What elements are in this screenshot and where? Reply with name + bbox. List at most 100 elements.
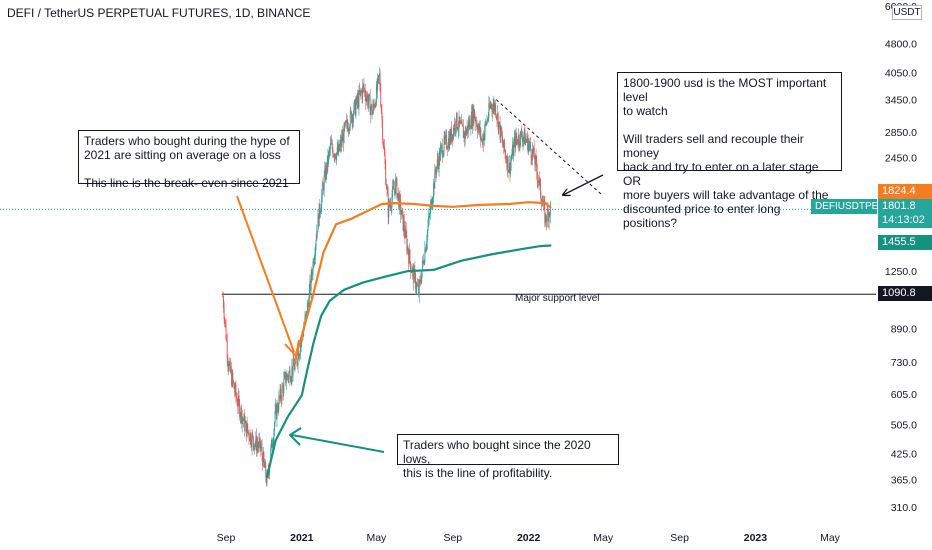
candle-body <box>255 435 257 451</box>
candle-body <box>310 281 311 291</box>
candle-body <box>387 188 389 195</box>
candle-body <box>440 145 442 149</box>
candle-body <box>247 423 249 431</box>
candle-body <box>369 94 370 96</box>
candle-body <box>316 231 318 233</box>
candle-body <box>245 421 247 424</box>
candle-body <box>455 128 457 130</box>
candle-body <box>370 104 372 108</box>
candle-body <box>237 405 239 407</box>
level-arrow <box>563 174 604 195</box>
candle-body <box>324 168 326 180</box>
candle-body <box>226 339 228 341</box>
candle-body <box>229 360 231 372</box>
candle-body <box>485 122 487 124</box>
candle-body <box>466 125 468 131</box>
candle-body <box>265 477 267 484</box>
candle-body <box>337 147 339 155</box>
candle-body <box>326 164 328 172</box>
candle-body <box>248 432 250 439</box>
level-annotation[interactable]: 1800-1900 usd is the MOST important leve… <box>617 72 842 230</box>
candle-body <box>344 121 346 126</box>
candle-body <box>306 311 308 316</box>
candle-body <box>434 169 436 174</box>
candle-body <box>516 138 518 140</box>
candle-body <box>314 255 316 260</box>
candle-body <box>510 159 512 163</box>
candle-body <box>534 158 536 166</box>
candle-body <box>514 137 516 149</box>
candle-body <box>321 183 323 195</box>
candle-body <box>403 221 405 231</box>
candle-body <box>451 134 453 141</box>
candle-body <box>442 155 444 157</box>
y-tick-label: 310.0 <box>891 502 917 514</box>
y-tick-label: 425.0 <box>891 449 917 461</box>
candle-body <box>404 232 406 238</box>
candle-body <box>453 127 455 132</box>
candle-body <box>274 423 275 431</box>
candle-body <box>475 119 477 124</box>
candle-body <box>478 124 480 128</box>
candle-body <box>276 404 278 419</box>
candle-body <box>480 138 482 140</box>
candle-body <box>370 107 372 116</box>
candle-body <box>497 113 499 130</box>
candle-body <box>420 282 422 284</box>
candle-body <box>426 241 428 247</box>
candle-body <box>397 193 399 194</box>
candle-body <box>427 225 429 232</box>
candle-body <box>231 373 233 386</box>
candle-body <box>355 104 357 116</box>
chart-title: DEFI / TetherUS PERPETUAL FUTURES, 1D, B… <box>7 6 311 20</box>
x-tick-label: May <box>366 532 387 544</box>
candle-body <box>515 133 517 140</box>
candle-body <box>317 214 319 233</box>
lows-annotation[interactable]: Traders who bought since the 2020 lows, … <box>397 434 619 480</box>
price-axis[interactable]: 6000.04800.04050.03450.02850.02450.02050… <box>885 1 917 514</box>
candle-body <box>331 143 333 145</box>
candle-body <box>244 423 246 431</box>
candle-body <box>342 133 344 142</box>
candle-body <box>544 203 546 223</box>
candle-body <box>381 111 383 120</box>
candle-body <box>428 216 430 226</box>
candle-body <box>380 105 382 112</box>
candle-body <box>439 152 441 161</box>
candle-body <box>312 261 314 275</box>
candle-body <box>516 138 518 144</box>
y-tick-label: 730.0 <box>891 357 917 369</box>
candle-body <box>411 271 413 273</box>
y-tick-label: 605.0 <box>891 389 917 401</box>
candle-body <box>408 250 410 264</box>
candle-body <box>425 246 427 253</box>
candle-body <box>382 119 384 140</box>
candle-body <box>441 144 443 157</box>
candle-body <box>318 214 320 227</box>
candle-body <box>482 135 484 145</box>
candle-body <box>483 135 485 141</box>
candle-body <box>288 370 290 373</box>
candle-body <box>479 128 481 134</box>
countdown-tag: 14:13:02 <box>878 213 932 228</box>
candle-body <box>524 129 526 146</box>
candle-body <box>299 352 301 355</box>
candle-body <box>530 141 531 149</box>
candle-body <box>535 155 537 161</box>
time-axis[interactable]: Sep 2021 May Sep 2022 May Sep 2023 May <box>217 532 841 544</box>
candle-body <box>548 211 549 222</box>
candle-body <box>227 357 229 365</box>
currency-badge[interactable]: USDT <box>892 5 922 20</box>
candle-body <box>530 148 532 158</box>
candle-body <box>325 164 327 180</box>
x-tick-label: Sep <box>443 532 462 544</box>
candle-body <box>274 411 276 424</box>
candle-body <box>499 121 501 138</box>
candle-body <box>369 95 371 116</box>
y-tick-label: 2850.0 <box>885 127 917 139</box>
candle-body <box>393 186 395 190</box>
candle-body <box>390 204 392 208</box>
candle-body <box>226 340 228 358</box>
hype-annotation[interactable]: Traders who bought during the hype of 20… <box>78 130 300 190</box>
candle-body <box>333 155 335 158</box>
